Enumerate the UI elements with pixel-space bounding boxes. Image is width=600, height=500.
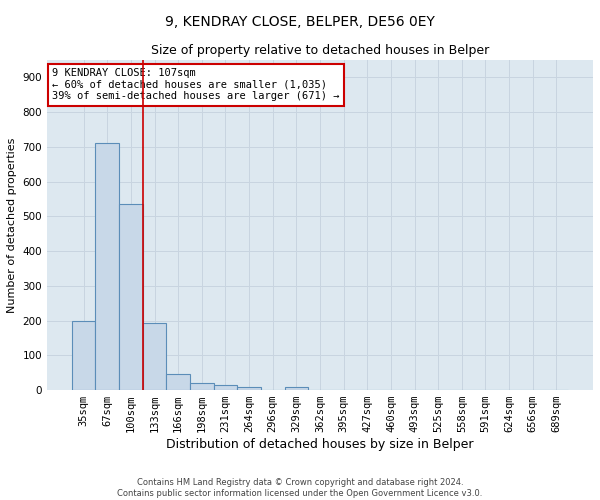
Text: 9 KENDRAY CLOSE: 107sqm
← 60% of detached houses are smaller (1,035)
39% of semi: 9 KENDRAY CLOSE: 107sqm ← 60% of detache… [52, 68, 340, 102]
Bar [190, 383, 214, 390]
X-axis label: Distribution of detached houses by size in Belper: Distribution of detached houses by size … [166, 438, 474, 451]
Bar [284, 386, 308, 390]
Bar [95, 144, 119, 390]
Bar [237, 386, 261, 390]
Text: Contains HM Land Registry data © Crown copyright and database right 2024.
Contai: Contains HM Land Registry data © Crown c… [118, 478, 482, 498]
Text: 9, KENDRAY CLOSE, BELPER, DE56 0EY: 9, KENDRAY CLOSE, BELPER, DE56 0EY [165, 15, 435, 29]
Bar [119, 204, 143, 390]
Bar [166, 374, 190, 390]
Bar [143, 323, 166, 390]
Bar [72, 320, 95, 390]
Y-axis label: Number of detached properties: Number of detached properties [7, 138, 17, 312]
Title: Size of property relative to detached houses in Belper: Size of property relative to detached ho… [151, 44, 489, 58]
Bar [214, 385, 237, 390]
